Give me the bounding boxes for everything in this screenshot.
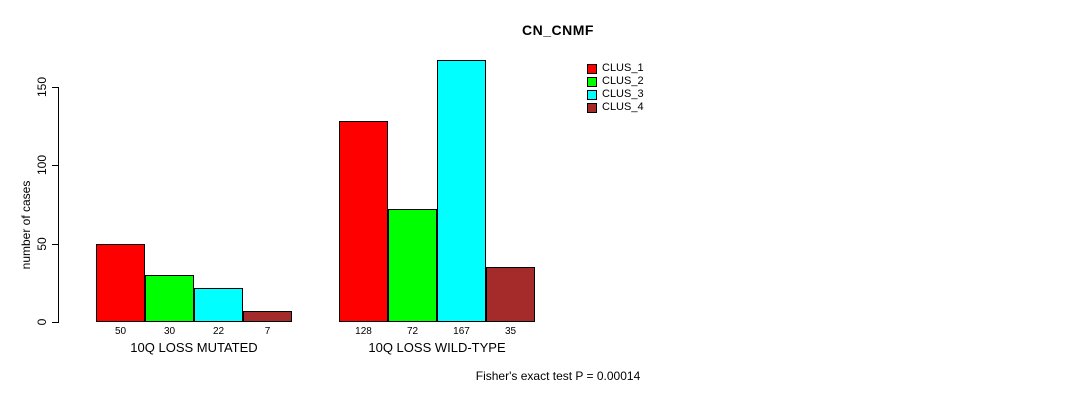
legend-label: CLUS_4	[602, 101, 644, 113]
bar-CLUS_1	[339, 121, 388, 322]
legend-swatch-icon	[587, 102, 597, 113]
legend-swatch-icon	[587, 76, 597, 87]
legend-label: CLUS_3	[602, 88, 644, 100]
legend-label: CLUS_1	[602, 62, 644, 74]
bar-CLUS_3	[194, 288, 243, 322]
legend-row: CLUS_1	[587, 62, 644, 75]
legend-row: CLUS_2	[587, 75, 644, 88]
bar-CLUS_1	[96, 244, 145, 322]
x-category-label: 10Q LOSS MUTATED	[130, 340, 258, 355]
bar-CLUS_2	[388, 209, 437, 322]
legend: CLUS_1 CLUS_2 CLUS_3 CLUS_4	[587, 62, 644, 114]
legend-swatch-icon	[587, 63, 597, 74]
y-axis-label: number of cases	[19, 180, 33, 270]
y-tick-label: 100	[35, 154, 49, 176]
bar-CLUS_4	[486, 267, 535, 322]
y-tick	[52, 165, 59, 166]
bar-value-label: 30	[163, 326, 176, 337]
legend-row: CLUS_4	[587, 101, 644, 114]
bar-CLUS_3	[437, 60, 486, 322]
legend-label: CLUS_2	[602, 75, 644, 87]
bar-value-label: 35	[504, 326, 517, 337]
y-tick-label: 0	[35, 318, 49, 326]
bar-CLUS_2	[145, 275, 194, 322]
y-axis-line	[58, 88, 59, 323]
legend-swatch-icon	[587, 89, 597, 100]
y-tick-label: 150	[35, 76, 49, 98]
bar-value-label: 22	[212, 326, 225, 337]
y-tick	[52, 322, 59, 323]
bar-CLUS_4	[243, 311, 292, 322]
bar-value-label: 50	[114, 326, 127, 337]
chart-title: CN_CNMF	[522, 22, 594, 38]
x-category-label: 10Q LOSS WILD-TYPE	[368, 340, 506, 355]
bar-value-label: 7	[264, 326, 271, 337]
y-tick	[52, 244, 59, 245]
bar-value-label: 72	[406, 326, 419, 337]
bar-value-label: 128	[355, 326, 372, 337]
bar-value-label: 167	[453, 326, 470, 337]
y-tick	[52, 87, 59, 88]
y-tick-label: 50	[35, 237, 49, 251]
annotation-text: Fisher's exact test P = 0.00014	[475, 369, 641, 383]
legend-row: CLUS_3	[587, 88, 644, 101]
